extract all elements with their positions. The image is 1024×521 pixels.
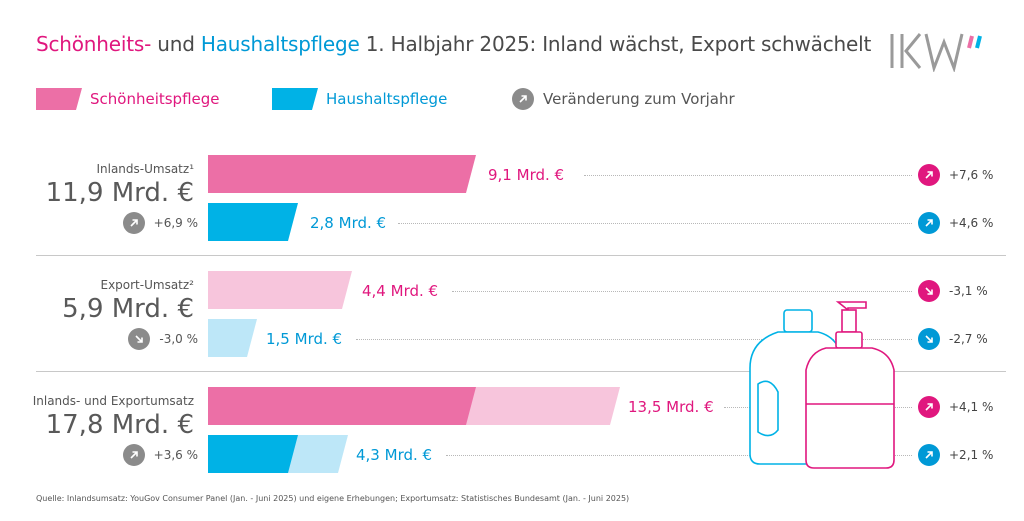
bar-total-household-inland-part [208, 435, 298, 473]
group-change-export: -3,0 % [128, 328, 198, 350]
arrow-down-right-icon [128, 328, 151, 350]
separator-2 [36, 371, 1006, 372]
title-and: und [151, 32, 201, 56]
bar-total-beauty [208, 387, 620, 425]
leader-total-household [446, 455, 912, 456]
bar-inland-household [208, 203, 298, 241]
title-beauty: Schönheits- [36, 32, 152, 56]
change-export-household-value: -2,7 % [949, 332, 988, 346]
bar-total-beauty-inland-part [208, 387, 476, 425]
ikw-logo [888, 30, 998, 76]
legend-beauty-swatch [36, 88, 82, 110]
change-total-household-value: +2,1 % [949, 448, 994, 462]
group-label-export: Export-Umsatz² [100, 278, 194, 292]
legend-beauty: Schönheitspflege [36, 86, 220, 112]
legend-change-label: Veränderung zum Vorjahr [543, 90, 735, 108]
legend-household-label: Haushaltspflege [326, 90, 448, 108]
legend-change: Veränderung zum Vorjahr [512, 86, 735, 112]
title-household: Haushaltspflege [200, 32, 360, 56]
title-rest: 1. Halbjahr 2025: Inland wächst, Export … [359, 32, 872, 56]
arrow-up-right-icon [122, 444, 145, 466]
group-total-inland: 11,9 Mrd. € [45, 178, 194, 208]
arrow-up-right-icon [122, 212, 145, 234]
change-export-beauty: -3,1 % [918, 280, 988, 302]
arrow-up-right-icon [512, 88, 534, 110]
change-inland-beauty-value: +7,6 % [949, 168, 994, 182]
leader-inland-household [398, 223, 912, 224]
change-export-household: -2,7 % [918, 328, 988, 350]
change-inland-beauty: +7,6 % [918, 164, 993, 186]
change-export-beauty-value: -3,1 % [949, 284, 988, 298]
bar-label-inland-beauty: 9,1 Mrd. € [488, 166, 565, 184]
arrow-down-right-icon [918, 280, 940, 302]
chart-title: Schönheits- und Haushaltspflege 1. Halbj… [36, 32, 871, 56]
source-note: Quelle: Inlandsumsatz: YouGov Consumer P… [36, 494, 630, 503]
arrow-up-right-icon [918, 396, 940, 418]
bar-inland-beauty [208, 155, 476, 193]
ikw-logo-mark [890, 33, 982, 74]
group-label-inland: Inlands-Umsatz¹ [96, 162, 194, 176]
group-change-inland-value: +6,9 % [153, 216, 198, 230]
group-change-inland: +6,9 % [122, 212, 198, 234]
change-total-beauty-value: +4,1 % [949, 400, 994, 414]
group-change-total-value: +3,6 % [153, 448, 198, 462]
arrow-up-right-icon [918, 164, 940, 186]
leader-inland-beauty [584, 175, 912, 176]
group-change-export-value: -3,0 % [159, 332, 198, 346]
pump-bottle-icon [805, 301, 895, 469]
bar-export-beauty [208, 271, 352, 309]
leader-export-household [356, 339, 912, 340]
arrow-up-right-icon [918, 444, 940, 466]
leader-export-beauty [452, 291, 912, 292]
bar-total-household [208, 435, 348, 473]
group-total-export: 5,9 Mrd. € [62, 294, 194, 324]
bottles-illustration [749, 301, 895, 469]
bar-label-total-beauty: 13,5 Mrd. € [628, 398, 714, 416]
change-total-household: +2,1 % [918, 444, 993, 466]
bar-label-inland-household: 2,8 Mrd. € [310, 214, 387, 232]
arrow-down-right-icon [918, 328, 940, 350]
legend-beauty-label: Schönheitspflege [90, 90, 220, 108]
group-label-total: Inlands- und Exportumsatz [32, 394, 194, 408]
change-inland-household: +4,6 % [918, 212, 993, 234]
legend-household-swatch [272, 88, 318, 110]
change-inland-household-value: +4,6 % [949, 216, 994, 230]
change-total-beauty: +4,1 % [918, 396, 993, 418]
bar-export-household [208, 319, 257, 357]
bar-label-export-beauty: 4,4 Mrd. € [362, 282, 439, 300]
bar-label-export-household: 1,5 Mrd. € [266, 330, 343, 348]
group-total-total: 17,8 Mrd. € [45, 410, 194, 440]
group-change-total: +3,6 % [122, 444, 198, 466]
legend-household: Haushaltspflege [272, 86, 447, 112]
arrow-up-right-icon [918, 212, 940, 234]
separator-1 [36, 255, 1006, 256]
bar-label-total-household: 4,3 Mrd. € [356, 446, 433, 464]
